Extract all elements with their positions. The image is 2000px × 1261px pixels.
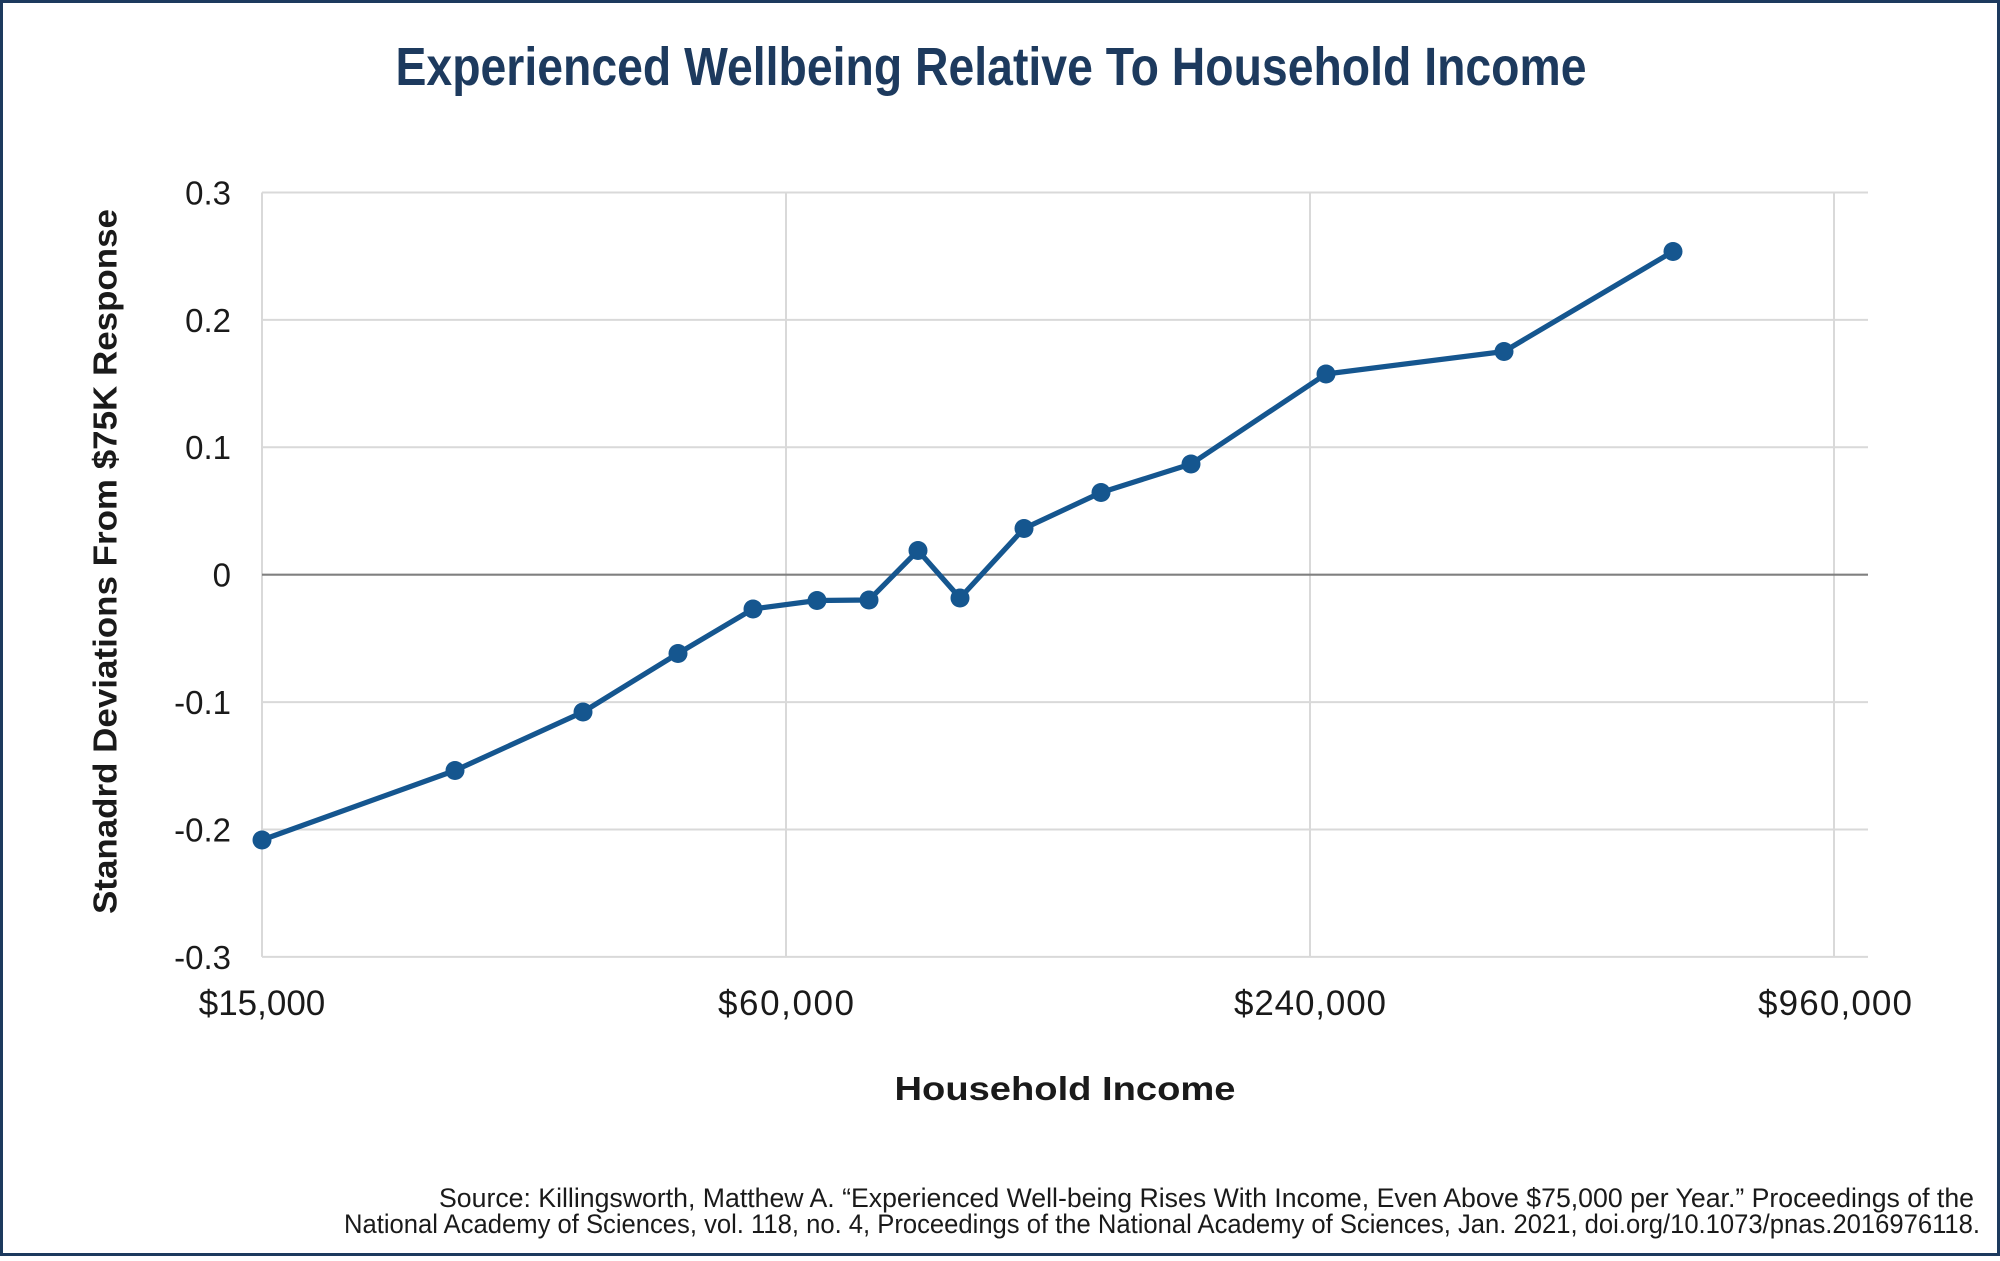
svg-text:-0.2: -0.2 <box>174 811 231 848</box>
svg-text:$240,000: $240,000 <box>1234 984 1386 1023</box>
svg-text:$60,000: $60,000 <box>718 984 854 1023</box>
svg-text:Experienced Wellbeing Relative: Experienced Wellbeing Relative To Househ… <box>396 37 1587 97</box>
svg-text:0.1: 0.1 <box>185 429 231 466</box>
svg-text:0.3: 0.3 <box>185 174 231 211</box>
svg-text:0.2: 0.2 <box>185 302 231 339</box>
svg-text:Source: Killingsworth, Matthew: Source: Killingsworth, Matthew A. “Exper… <box>439 1183 1974 1213</box>
svg-text:0: 0 <box>213 557 231 594</box>
svg-text:National Academy of Sciences,: National Academy of Sciences, vol. 118, … <box>344 1209 1980 1239</box>
svg-text:$960,000: $960,000 <box>1758 984 1912 1023</box>
svg-text:Stanadrd Deviations From $75K: Stanadrd Deviations From $75K Response <box>86 209 123 914</box>
svg-text:$15,000: $15,000 <box>199 984 326 1023</box>
svg-text:-0.3: -0.3 <box>174 939 231 976</box>
svg-text:Household Income: Household Income <box>895 1070 1236 1107</box>
svg-text:-0.1: -0.1 <box>174 684 231 721</box>
